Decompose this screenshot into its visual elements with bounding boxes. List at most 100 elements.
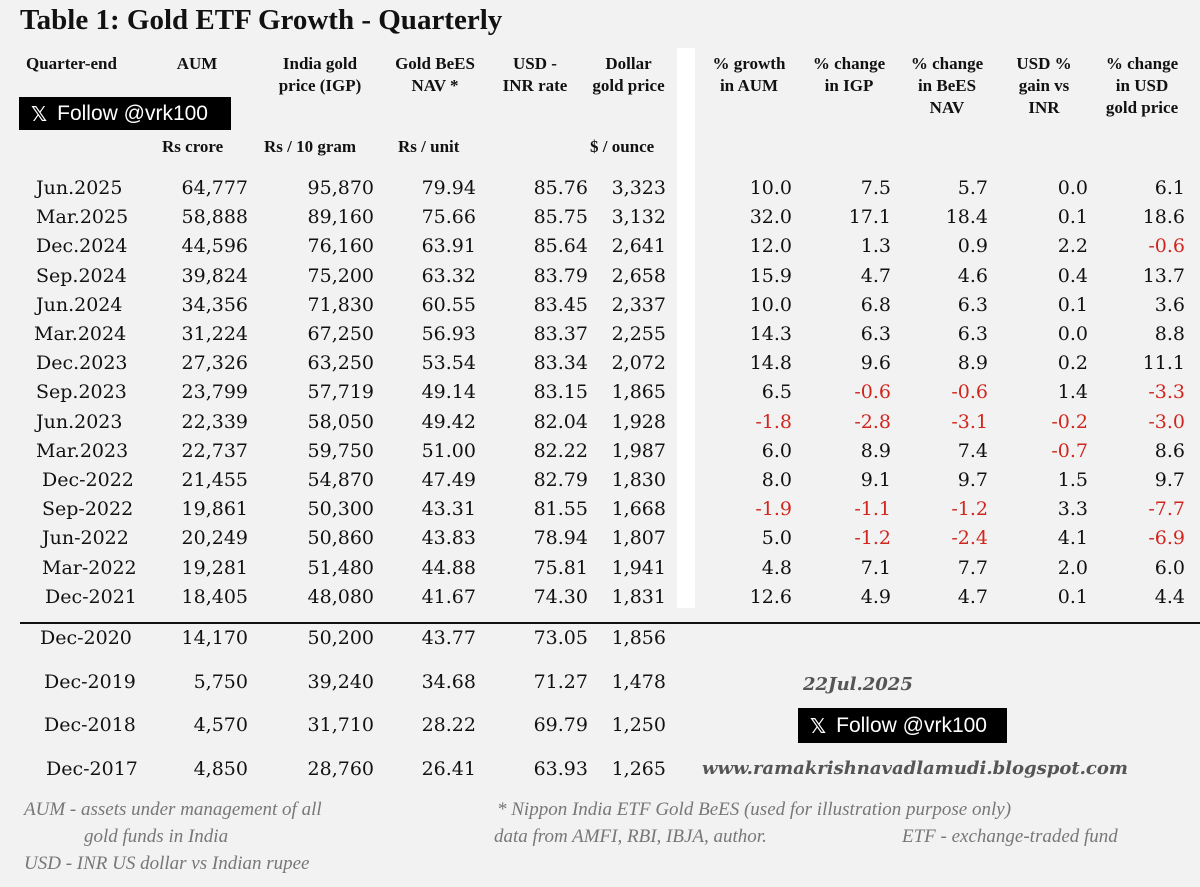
table-row: Dec.2023 27,326 63,250 53.54 83.34 2,072 14.8 9… — [0, 349, 1200, 378]
usd-gain-cell: 0.1 — [1057, 293, 1088, 316]
change-bees-cell: 7.4 — [957, 439, 988, 462]
quarter-cell: Sep-2022 — [42, 498, 134, 521]
bees-nav-cell: 60.55 — [421, 293, 476, 316]
usd-gain-cell: 2.0 — [1057, 556, 1088, 579]
note-source: data from AMFI, RBI, IBJA, author. — [494, 826, 767, 847]
change-bees-cell: -3.1 — [951, 410, 988, 433]
igp-cell: 58,050 — [307, 410, 374, 433]
aum-cell: 58,888 — [181, 206, 248, 229]
annual-row: Dec-2019 5,750 39,240 34.68 71.27 1,478 — [0, 668, 1200, 697]
table-row: Jun.2025 64,777 95,870 79.94 85.76 3,323 10.0 7… — [0, 174, 1200, 203]
table-row: Mar.2024 31,224 67,250 56.93 83.37 2,255 14.3 6… — [0, 320, 1200, 349]
growth-aum-cell: 10.0 — [749, 177, 792, 199]
table-row: Sep-2022 19,861 50,300 43.31 81.55 1,668 -1.9 -… — [0, 495, 1200, 524]
note-etf: ETF - exchange-traded fund — [902, 826, 1118, 847]
bees-nav-cell: 56.93 — [421, 323, 476, 345]
table-row: Dec-2021 18,405 48,080 41.67 74.30 1,831 12.6 4… — [0, 583, 1200, 612]
table-row: Jun-2022 20,249 50,860 43.83 78.94 1,807 5.0 -1… — [0, 524, 1200, 553]
change-gold-cell: 9.7 — [1154, 469, 1185, 491]
igp-cell: 57,719 — [307, 381, 374, 404]
growth-aum-cell: 14.8 — [749, 352, 792, 375]
header-change-igp: % change in IGP — [812, 54, 886, 95]
dollar-gold-cell: 2,337 — [611, 293, 666, 316]
change-gold-cell: 6.1 — [1154, 177, 1185, 199]
growth-aum-cell: 12.6 — [749, 585, 792, 608]
aum-cell: 19,281 — [181, 556, 248, 579]
igp-cell: 50,300 — [307, 498, 374, 521]
growth-aum-cell: 4.8 — [761, 556, 792, 579]
igp-cell: 75,200 — [307, 264, 374, 287]
dollar-gold-cell: 3,323 — [611, 177, 666, 199]
change-gold-cell: 13.7 — [1142, 264, 1185, 287]
aum-cell: 22,737 — [181, 439, 248, 462]
usd-gain-cell: 1.4 — [1057, 381, 1088, 404]
aum-cell: 4,850 — [193, 758, 248, 780]
igp-cell: 48,080 — [307, 585, 374, 608]
usd-inr-cell: 74.30 — [533, 585, 588, 608]
growth-aum-cell: 6.5 — [761, 381, 792, 404]
bees-nav-cell: 28.22 — [421, 714, 476, 736]
blog-url[interactable]: www.ramakrishnavadlamudi.blogspot.com — [702, 758, 1128, 779]
dollar-gold-cell: 1,250 — [611, 714, 666, 736]
bees-nav-cell: 41.67 — [421, 585, 476, 608]
annual-row: Dec-2020 14,170 50,200 43.77 73.05 1,856 — [0, 624, 1200, 653]
header-igp: India gold price (IGP) — [278, 54, 362, 95]
usd-inr-cell: 75.81 — [533, 556, 588, 579]
usd-inr-cell: 73.05 — [533, 627, 588, 649]
header-bees: Gold BeES NAV * — [395, 54, 475, 95]
unit-igp: Rs / 10 gram — [264, 137, 357, 156]
growth-aum-cell: -1.9 — [755, 498, 792, 521]
x-logo-icon: 𝕏 — [810, 713, 827, 738]
aum-cell: 23,799 — [181, 381, 248, 404]
usd-inr-cell: 63.93 — [533, 758, 588, 780]
dollar-gold-cell: 3,132 — [611, 206, 666, 229]
usd-inr-cell: 83.45 — [533, 293, 588, 316]
change-igp-cell: -2.8 — [854, 410, 891, 433]
change-bees-cell: -0.6 — [951, 381, 988, 404]
table-row: Sep.2024 39,824 75,200 63.32 83.79 2,658 15.9 4… — [0, 262, 1200, 291]
igp-cell: 50,200 — [307, 627, 374, 649]
bees-nav-cell: 44.88 — [421, 556, 476, 579]
quarter-cell: Sep.2023 — [36, 381, 127, 404]
aum-cell: 4,570 — [193, 714, 248, 736]
igp-cell: 76,160 — [307, 235, 374, 258]
igp-cell: 67,250 — [307, 323, 374, 345]
change-igp-cell: 4.7 — [860, 264, 891, 287]
usd-inr-cell: 83.15 — [533, 381, 588, 404]
quarter-cell: Dec-2019 — [44, 671, 136, 693]
bees-nav-cell: 51.00 — [421, 439, 476, 462]
header-change-gold: % change in USD gold price — [1105, 54, 1179, 117]
change-bees-cell: 5.7 — [957, 177, 988, 199]
change-bees-cell: 6.3 — [957, 323, 988, 345]
quarter-cell: Mar-2022 — [42, 556, 137, 579]
usd-gain-cell: -0.7 — [1051, 439, 1088, 462]
growth-aum-cell: 12.0 — [749, 235, 792, 258]
usd-inr-cell: 83.34 — [533, 352, 588, 375]
igp-cell: 28,760 — [307, 758, 374, 780]
quarter-cell: Dec-2021 — [45, 585, 137, 608]
bees-nav-cell: 43.31 — [421, 498, 476, 521]
change-gold-cell: 4.4 — [1154, 585, 1185, 608]
usd-gain-cell: 0.2 — [1057, 352, 1088, 375]
header-change-bees: % change in BeES NAV — [910, 54, 984, 117]
growth-aum-cell: 32.0 — [749, 206, 792, 229]
change-igp-cell: 4.9 — [860, 585, 891, 608]
aum-cell: 22,339 — [181, 410, 248, 433]
dollar-gold-cell: 1,856 — [611, 627, 666, 649]
change-gold-cell: -3.0 — [1148, 410, 1185, 433]
quarter-cell: Dec-2018 — [44, 714, 136, 736]
igp-cell: 95,870 — [307, 177, 374, 199]
note-aum-2: gold funds in India — [84, 826, 229, 847]
note-aum-1: AUM - assets under management of all — [24, 799, 322, 820]
igp-cell: 71,830 — [307, 293, 374, 316]
change-igp-cell: 9.1 — [860, 469, 891, 491]
change-gold-cell: 18.6 — [1142, 206, 1185, 229]
igp-cell: 89,160 — [307, 206, 374, 229]
x-logo-icon: 𝕏 — [31, 101, 48, 126]
follow-button-top[interactable]: 𝕏 Follow @vrk100 — [19, 97, 231, 130]
note-usd: USD - INR US dollar vs Indian rupee — [24, 853, 310, 874]
follow-button-bottom[interactable]: 𝕏 Follow @vrk100 — [798, 708, 1007, 743]
bees-nav-cell: 34.68 — [421, 671, 476, 693]
table-row: Mar-2022 19,281 51,480 44.88 75.81 1,941 4.8 7.… — [0, 554, 1200, 583]
header-usd-gain: USD % gain vs INR — [1016, 54, 1072, 117]
